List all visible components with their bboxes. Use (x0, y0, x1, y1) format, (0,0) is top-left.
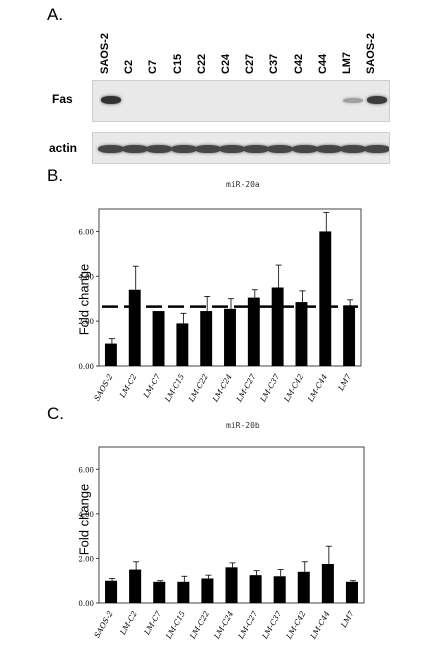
y-tick-label: 0.00 (78, 363, 94, 371)
x-tick-label: LM7 (339, 609, 356, 630)
x-tick-label: LM-C42 (284, 609, 308, 641)
blot-band (219, 145, 245, 153)
x-tick-label: LM-C27 (236, 609, 260, 641)
bar (200, 311, 213, 366)
y-tick-label: 4.00 (78, 511, 94, 519)
bar (345, 581, 358, 603)
bar (129, 569, 142, 603)
fas-blot (92, 80, 390, 122)
x-tick-label: LM-C22 (188, 609, 212, 641)
bar (297, 571, 310, 603)
panel-a-label: A. (47, 5, 64, 24)
chart-b-title: miR-20a (226, 180, 260, 189)
actin-blot (92, 132, 390, 164)
blot-band (98, 145, 124, 153)
bar (321, 564, 334, 603)
x-tick-label: LM-C2 (118, 609, 139, 637)
blot-band (340, 145, 366, 153)
bar (343, 305, 356, 366)
bar (225, 567, 238, 603)
blot-band (194, 145, 221, 153)
bar (295, 302, 308, 366)
bar (105, 580, 118, 603)
blot-band (315, 145, 342, 153)
y-tick-label: 6.00 (78, 466, 94, 474)
y-tick-label: 6.00 (78, 228, 94, 236)
blot-band (267, 145, 294, 153)
bar (273, 576, 286, 603)
bar (177, 581, 190, 603)
bar (249, 575, 262, 603)
blot-band (101, 96, 121, 104)
blot-band (367, 96, 388, 104)
blot-band (291, 145, 318, 153)
blot-band (343, 97, 363, 103)
y-tick-label: 4.00 (78, 273, 94, 281)
bar (247, 297, 260, 366)
bar (201, 578, 214, 603)
x-tick-label: LM-C7 (142, 609, 163, 637)
actin-row-label: actin (49, 141, 78, 155)
y-tick-label: 2.00 (78, 555, 94, 563)
y-tick-label: 0.00 (78, 600, 94, 608)
bar (153, 581, 166, 603)
x-tick-label: SAOS-2 (92, 609, 115, 639)
blot-band (170, 145, 197, 153)
blot-band (146, 145, 173, 153)
panel-b-label: B. (47, 166, 64, 185)
fas-row-label: Fas (52, 92, 73, 106)
x-tick-label: LM-C24 (212, 609, 236, 641)
panel-c-label: C. (47, 404, 64, 423)
x-tick-label: LM-C44 (308, 609, 332, 641)
bar (176, 323, 189, 366)
bar (104, 343, 117, 366)
bar (319, 231, 332, 366)
bar (128, 289, 141, 366)
y-tick-label: 2.00 (78, 318, 94, 326)
blot-band (364, 145, 389, 153)
chart-c-title: miR-20b (226, 421, 260, 430)
bar (224, 308, 236, 366)
bar (271, 287, 284, 366)
x-tick-label: LM-C15 (164, 609, 188, 641)
blot-band (122, 145, 149, 153)
x-tick-label: LM-C37 (260, 609, 284, 641)
bar (152, 311, 165, 366)
blot-band (243, 145, 270, 153)
